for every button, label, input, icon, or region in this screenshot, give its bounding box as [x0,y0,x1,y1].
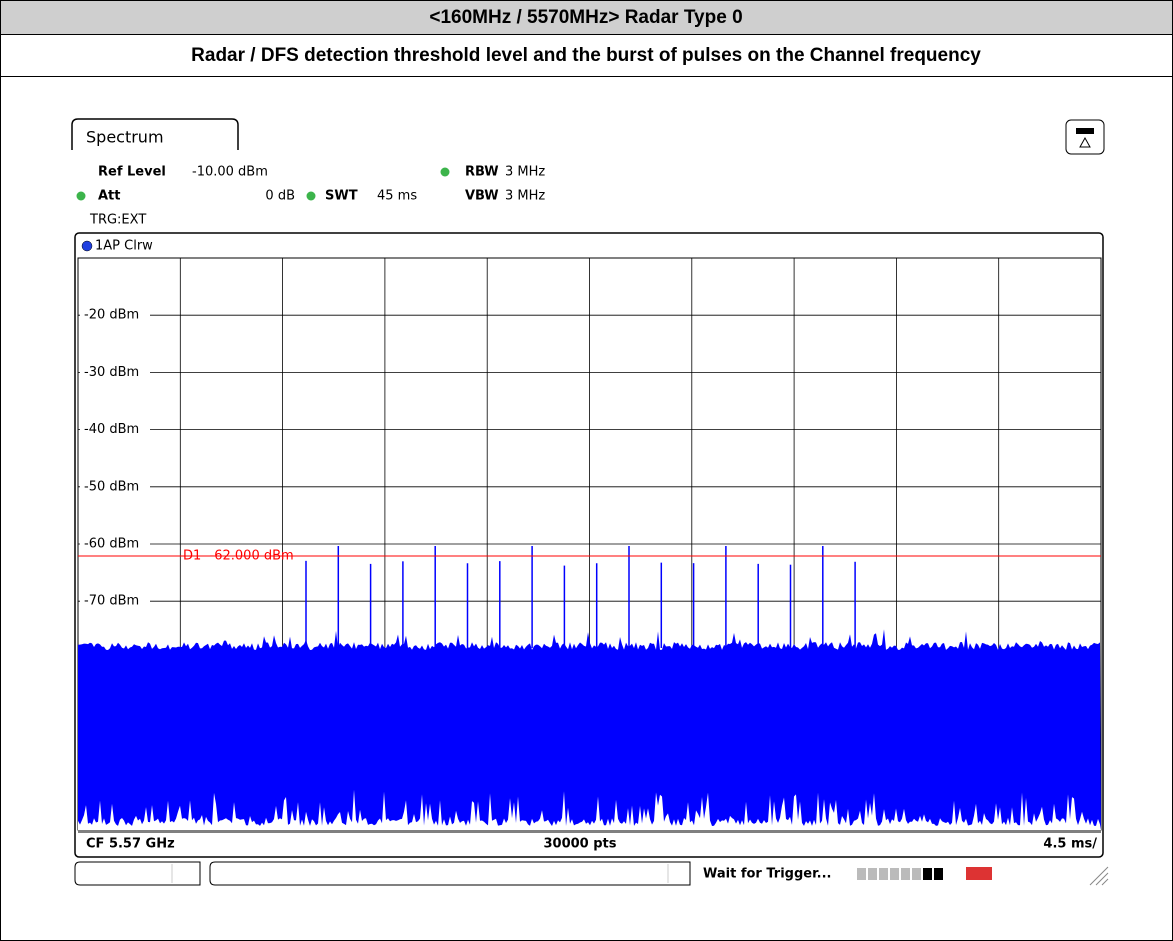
att: 0 dB [265,189,295,204]
trace-indicator [81,240,93,252]
noise-gap [78,789,1101,830]
progress-cell [879,868,888,880]
resize-grip [1089,866,1109,886]
title: <160MHz / 5570MHz> Radar Type 0 [429,7,742,28]
label-bg [80,536,150,552]
progress-cell [934,868,943,880]
label-bg [80,593,150,610]
ref-level-label: Ref Level [98,165,166,180]
icon [1076,128,1094,134]
indicator [306,191,316,201]
indicator [440,167,450,177]
progress-cell [923,868,932,880]
subtitle: Radar / DFS detection threshold level an… [191,45,981,66]
indicator [76,191,86,201]
rbw-label: RBW [465,165,499,180]
label-bg [80,364,150,381]
rbw: 3 MHz [505,165,545,180]
progress-cell [857,868,866,880]
y-label: -20 dBm [84,308,139,323]
title-row [0,0,1173,35]
swt-label: SWT [325,189,358,204]
icon [1079,136,1091,148]
status: Wait for Trigger... [703,867,831,882]
trace [78,546,1101,830]
status-box[interactable] [74,861,201,886]
y-label: -40 dBm [84,422,139,437]
trigger: TRG:EXT [89,213,146,228]
analyzer-screen: Spectrum Ref Level -10.00 dBm RBW 3 MHz … [71,118,1109,886]
footer-left: CF 5.57 GHz [86,837,175,852]
tab[interactable] [71,118,239,150]
swt: 45 ms [377,189,417,204]
noise-floor [78,629,1101,830]
ref-level: -10.00 dBm [192,165,268,180]
att-label: Att [98,189,121,204]
status-box[interactable] [209,861,691,886]
label-bg [80,421,150,438]
y-label: -30 dBm [84,365,139,380]
progress-cell [901,868,910,880]
y-label: -70 dBm [84,594,139,609]
footer-center: 30000 pts [543,837,616,852]
threshold-label: D1 -62.000 dBm [183,549,294,564]
progress-bar [857,868,943,880]
label-bg [80,478,150,495]
progress-cell [890,868,899,880]
y-label: -50 dBm [84,479,139,494]
vbw: 3 MHz [505,189,545,204]
progress-cell [912,868,921,880]
subtitle-row [0,34,1173,77]
y-label: -60 dBm [84,537,139,552]
logo [966,867,992,880]
label-bg [80,307,150,324]
trace-label: 1AP Clrw [95,239,153,254]
vbw-label: VBW [465,189,499,204]
tab-label: Spectrum [86,128,164,147]
progress-cell [868,868,877,880]
footer-right: 4.5 ms/ [1043,837,1097,852]
